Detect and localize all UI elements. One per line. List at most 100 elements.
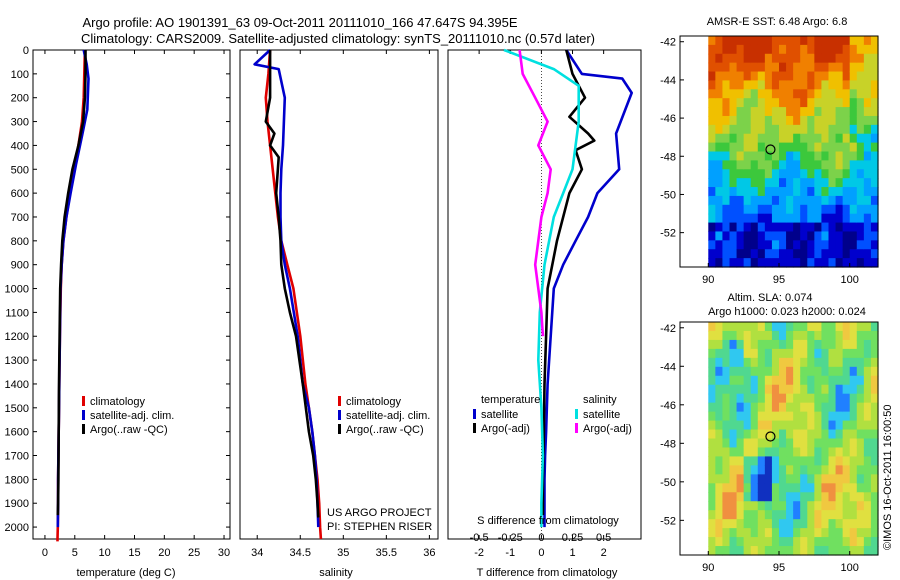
map-cell (807, 178, 815, 188)
map-cell (842, 357, 851, 368)
map-cell (757, 89, 766, 99)
float-position-marker (765, 431, 776, 442)
x-tick-label: 15 (128, 547, 140, 559)
map-cell (786, 456, 794, 466)
map-cell (856, 213, 865, 224)
map-cell (736, 474, 745, 484)
map-cell (849, 357, 858, 368)
map-cell (708, 240, 716, 250)
map-cell (870, 231, 879, 241)
map-cell (771, 249, 780, 259)
map-cell (771, 438, 780, 449)
map-cell (743, 339, 752, 350)
map-cell (708, 115, 716, 126)
map-cell (835, 438, 844, 449)
map-cell (771, 429, 780, 440)
map-cell (764, 366, 773, 377)
lat-tick-label: -46 (660, 400, 676, 412)
map-cell (764, 411, 773, 422)
map-cell (757, 384, 766, 395)
map-cell (736, 213, 745, 224)
map-cell (722, 231, 731, 241)
map-cell (835, 330, 844, 341)
map-cell (729, 519, 738, 529)
map-cell (828, 44, 837, 55)
map-cell (849, 71, 858, 82)
map-cell (863, 492, 872, 502)
map-cell (771, 160, 780, 170)
map-cell (800, 474, 808, 484)
map-cell (863, 222, 872, 233)
map-cell (771, 240, 780, 250)
map-cell (736, 89, 745, 99)
map-cell (786, 375, 794, 386)
map-cell (743, 501, 752, 511)
map-cell (807, 330, 815, 341)
map-cell (736, 178, 745, 188)
map-cell (793, 187, 801, 197)
map-cell (764, 169, 773, 179)
map-cell (870, 330, 879, 341)
map-cell (793, 510, 801, 520)
map-cell (779, 71, 787, 82)
map-cell (786, 71, 794, 82)
map-cell (814, 339, 823, 350)
map-cell (821, 124, 830, 135)
map-cell (849, 546, 858, 556)
map-cell (793, 53, 801, 64)
map-cell (764, 133, 773, 144)
map-cell (807, 107, 815, 117)
map-cell (757, 151, 766, 161)
map-cell (736, 222, 745, 233)
map-cell (764, 456, 773, 466)
map-cell (814, 89, 823, 99)
map-cell (842, 53, 851, 64)
map-cell (757, 124, 766, 135)
map-cell (807, 222, 815, 233)
map-cell (800, 160, 808, 170)
map-cell (757, 142, 766, 153)
map-cell (757, 322, 766, 332)
map-cell (764, 195, 773, 206)
map-cell (722, 187, 731, 197)
map-cell (870, 62, 879, 73)
map-cell (842, 411, 851, 422)
map-cell (708, 142, 716, 153)
map-cell (715, 447, 724, 458)
lat-tick-label: -42 (660, 323, 676, 335)
map-cell (750, 348, 759, 359)
map-cell (729, 456, 738, 466)
map-cell (849, 178, 858, 188)
map-cell (807, 483, 815, 493)
map-cell (771, 187, 780, 197)
map-cell (849, 483, 858, 493)
map-cell (722, 151, 731, 161)
map-cell (764, 107, 773, 117)
map-cell (835, 375, 844, 386)
legend-swatch (82, 396, 85, 406)
map-cell (856, 492, 865, 502)
map-cell (793, 151, 801, 161)
map-cell (828, 322, 837, 332)
map-cell (870, 107, 879, 117)
map-cell (821, 98, 830, 108)
map-cell (856, 366, 865, 377)
map-cell (715, 411, 724, 422)
map-cell (814, 151, 823, 161)
map-cell (870, 222, 879, 233)
map-cell (863, 195, 872, 206)
map-cell (786, 438, 794, 449)
map-cell (771, 36, 780, 46)
map-cell (743, 89, 752, 99)
y-tick-label: 300 (11, 117, 29, 129)
map-cell (870, 438, 879, 449)
y-tick-label: 800 (11, 236, 29, 248)
map-cell (779, 420, 787, 431)
map-cell (800, 44, 808, 55)
map-cell (863, 204, 872, 215)
map-cell (757, 107, 766, 117)
map-cell (849, 142, 858, 153)
map-cell (757, 357, 766, 368)
map-cell (842, 195, 851, 206)
map-cell (722, 53, 731, 64)
